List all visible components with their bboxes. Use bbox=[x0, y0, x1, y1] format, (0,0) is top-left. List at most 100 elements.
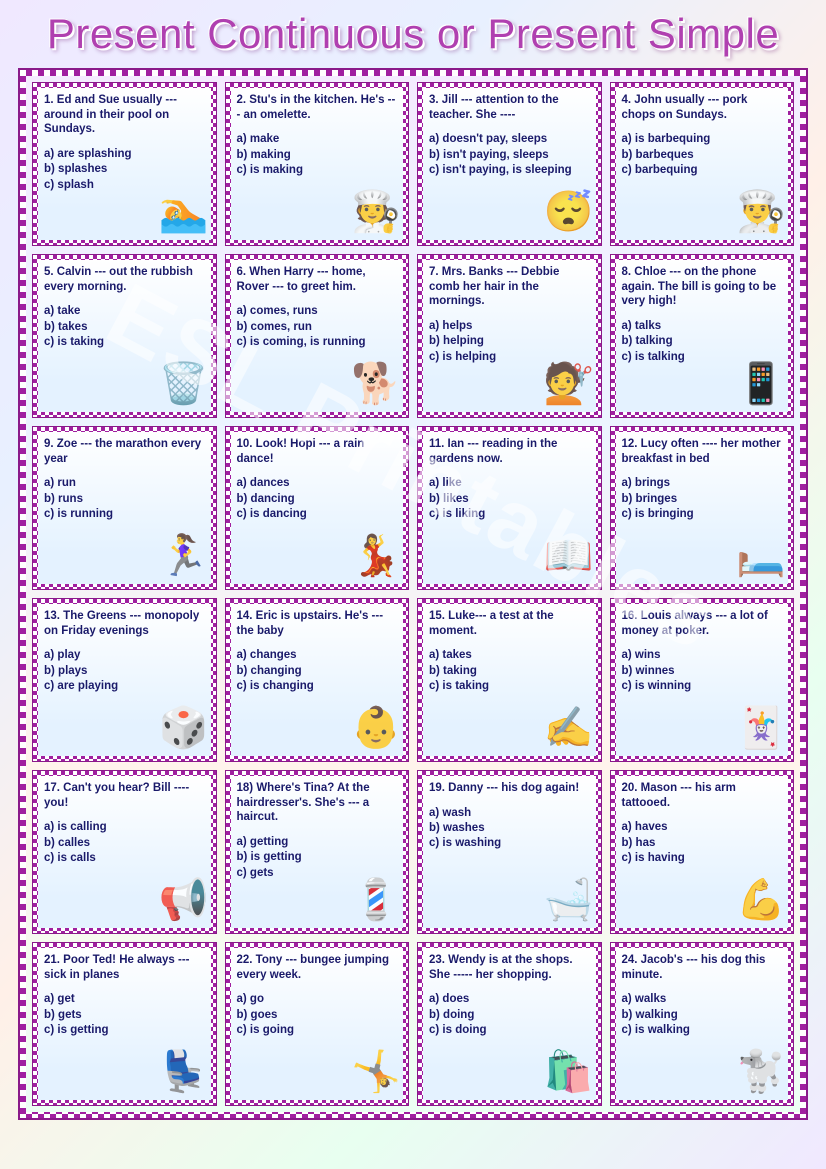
option-b[interactable]: b) changing bbox=[237, 664, 398, 679]
card-inner: 21. Poor Ted! He always --- sick in plan… bbox=[38, 948, 211, 1100]
option-a[interactable]: a) wash bbox=[429, 806, 590, 821]
option-b[interactable]: b) barbeques bbox=[622, 148, 783, 163]
card-inner: 14. Eric is upstairs. He's --- the baby a… bbox=[231, 604, 404, 756]
card-inner: 5. Calvin --- out the rubbish every morn… bbox=[38, 260, 211, 412]
card-inner: 8. Chloe --- on the phone again. The bil… bbox=[616, 260, 789, 412]
option-b[interactable]: b) washes bbox=[429, 821, 590, 836]
question-text: 18) Where's Tina? At the hairdresser's. … bbox=[237, 781, 398, 825]
option-a[interactable]: a) are splashing bbox=[44, 147, 205, 162]
card-inner: 1. Ed and Sue usually --- around in thei… bbox=[38, 88, 211, 240]
clipart-icon: 🧑‍🍳 bbox=[331, 168, 401, 238]
question-text: 3. Jill --- attention to the teacher. Sh… bbox=[429, 93, 590, 122]
clipart-icon: 🎲 bbox=[139, 684, 209, 754]
option-a[interactable]: a) dances bbox=[237, 476, 398, 491]
question-text: 8. Chloe --- on the phone again. The bil… bbox=[622, 265, 783, 309]
option-a[interactable]: a) does bbox=[429, 992, 590, 1007]
question-card: 15. Luke--- a test at the moment. a) take… bbox=[417, 598, 602, 762]
question-card: 12. Lucy often ---- her mother breakfast… bbox=[610, 426, 795, 590]
clipart-icon: 🗑️ bbox=[139, 340, 209, 410]
option-b[interactable]: b) winnes bbox=[622, 664, 783, 679]
card-inner: 11. Ian --- reading in the gardens now. a… bbox=[423, 432, 596, 584]
question-card: 9. Zoe --- the marathon every yeara) run… bbox=[32, 426, 217, 590]
option-a[interactable]: a) is calling bbox=[44, 820, 205, 835]
option-a[interactable]: a) takes bbox=[429, 648, 590, 663]
question-text: 20. Mason --- his arm tattooed. bbox=[622, 781, 783, 810]
option-b[interactable]: b) taking bbox=[429, 664, 590, 679]
option-b[interactable]: b) has bbox=[622, 836, 783, 851]
option-a[interactable]: a) make bbox=[237, 132, 398, 147]
option-a[interactable]: a) changes bbox=[237, 648, 398, 663]
question-text: 15. Luke--- a test at the moment. bbox=[429, 609, 590, 638]
option-c[interactable]: c) is washing bbox=[429, 836, 590, 851]
question-card: 23. Wendy is at the shops. She ----- her… bbox=[417, 942, 602, 1106]
option-b[interactable]: b) goes bbox=[237, 1008, 398, 1023]
question-text: 11. Ian --- reading in the gardens now. bbox=[429, 437, 590, 466]
worksheet-inner: 1. Ed and Sue usually --- around in thei… bbox=[26, 76, 800, 1112]
option-a[interactable]: a) getting bbox=[237, 835, 398, 850]
option-b[interactable]: b) comes, run bbox=[237, 320, 398, 335]
option-b[interactable]: b) making bbox=[237, 148, 398, 163]
clipart-icon: 🏃‍♀️ bbox=[139, 512, 209, 582]
option-a[interactable]: a) haves bbox=[622, 820, 783, 835]
option-b[interactable]: b) doing bbox=[429, 1008, 590, 1023]
option-b[interactable]: b) calles bbox=[44, 836, 205, 851]
question-card: 19. Danny --- his dog again!a) washb) wa… bbox=[417, 770, 602, 934]
question-card: 16. Louis always --- a lot of money at p… bbox=[610, 598, 795, 762]
question-card: 8. Chloe --- on the phone again. The bil… bbox=[610, 254, 795, 418]
card-inner: 12. Lucy often ---- her mother breakfast… bbox=[616, 432, 789, 584]
question-card: 4. John usually --- pork chops on Sunday… bbox=[610, 82, 795, 246]
options-list: a) washb) washesc) is washing bbox=[429, 806, 590, 851]
option-a[interactable]: a) comes, runs bbox=[237, 304, 398, 319]
question-card: 1. Ed and Sue usually --- around in thei… bbox=[32, 82, 217, 246]
option-b[interactable]: b) bringes bbox=[622, 492, 783, 507]
option-b[interactable]: b) isn't paying, sleeps bbox=[429, 148, 590, 163]
option-b[interactable]: b) runs bbox=[44, 492, 205, 507]
question-text: 10. Look! Hopi --- a rain dance! bbox=[237, 437, 398, 466]
question-text: 4. John usually --- pork chops on Sunday… bbox=[622, 93, 783, 122]
option-a[interactable]: a) play bbox=[44, 648, 205, 663]
card-inner: 20. Mason --- his arm tattooed. a) havesb… bbox=[616, 776, 789, 928]
clipart-icon: 🤸 bbox=[331, 1028, 401, 1098]
option-b[interactable]: b) plays bbox=[44, 664, 205, 679]
clipart-icon: 💃 bbox=[331, 512, 401, 582]
card-inner: 17. Can't you hear? Bill ---- you! a) is … bbox=[38, 776, 211, 928]
option-b[interactable]: b) gets bbox=[44, 1008, 205, 1023]
option-a[interactable]: a) get bbox=[44, 992, 205, 1007]
question-text: 7. Mrs. Banks --- Debbie comb her hair i… bbox=[429, 265, 590, 309]
question-text: 17. Can't you hear? Bill ---- you! bbox=[44, 781, 205, 810]
option-a[interactable]: a) go bbox=[237, 992, 398, 1007]
option-b[interactable]: b) likes bbox=[429, 492, 590, 507]
question-text: 16. Louis always --- a lot of money at p… bbox=[622, 609, 783, 638]
option-a[interactable]: a) talks bbox=[622, 319, 783, 334]
option-b[interactable]: b) dancing bbox=[237, 492, 398, 507]
question-card: 18) Where's Tina? At the hairdresser's. … bbox=[225, 770, 410, 934]
clipart-icon: 👶 bbox=[331, 684, 401, 754]
question-card: 13. The Greens --- monopoly on Friday ev… bbox=[32, 598, 217, 762]
option-a[interactable]: a) run bbox=[44, 476, 205, 491]
clipart-icon: 🐕 bbox=[331, 340, 401, 410]
option-a[interactable]: a) like bbox=[429, 476, 590, 491]
question-text: 14. Eric is upstairs. He's --- the baby bbox=[237, 609, 398, 638]
question-card: 7. Mrs. Banks --- Debbie comb her hair i… bbox=[417, 254, 602, 418]
clipart-icon: ✍️ bbox=[524, 684, 594, 754]
option-a[interactable]: a) brings bbox=[622, 476, 783, 491]
question-text: 1. Ed and Sue usually --- around in thei… bbox=[44, 93, 205, 137]
card-inner: 13. The Greens --- monopoly on Friday ev… bbox=[38, 604, 211, 756]
option-a[interactable]: a) helps bbox=[429, 319, 590, 334]
question-text: 5. Calvin --- out the rubbish every morn… bbox=[44, 265, 205, 294]
option-a[interactable]: a) take bbox=[44, 304, 205, 319]
option-a[interactable]: a) walks bbox=[622, 992, 783, 1007]
option-b[interactable]: b) takes bbox=[44, 320, 205, 335]
option-a[interactable]: a) wins bbox=[622, 648, 783, 663]
option-a[interactable]: a) is barbequing bbox=[622, 132, 783, 147]
option-a[interactable]: a) doesn't pay, sleeps bbox=[429, 132, 590, 147]
card-inner: 9. Zoe --- the marathon every yeara) run… bbox=[38, 432, 211, 584]
option-b[interactable]: b) walking bbox=[622, 1008, 783, 1023]
question-card: 24. Jacob's --- his dog this minute.a) w… bbox=[610, 942, 795, 1106]
card-inner: 24. Jacob's --- his dog this minute.a) w… bbox=[616, 948, 789, 1100]
question-card: 11. Ian --- reading in the gardens now. a… bbox=[417, 426, 602, 590]
question-card: 2. Stu's in the kitchen. He's --- an ome… bbox=[225, 82, 410, 246]
clipart-icon: 😴 bbox=[524, 168, 594, 238]
page-title: Present Continuous or Present Simple bbox=[0, 0, 826, 64]
clipart-icon: 💺 bbox=[139, 1028, 209, 1098]
